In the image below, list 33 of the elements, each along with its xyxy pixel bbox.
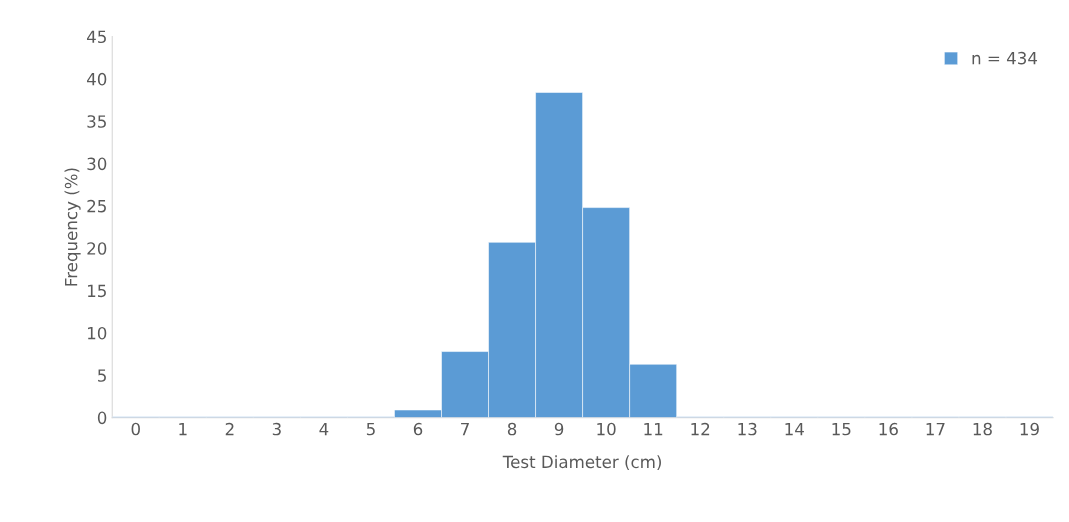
- y-tick-label: 15: [88, 284, 106, 298]
- y-tick-label: 0: [97, 411, 107, 425]
- x-tick-label: 12: [691, 422, 710, 436]
- y-tick-label: 5: [98, 369, 106, 382]
- y-tick-label: 40: [86, 72, 107, 86]
- x-tick-label: 3: [272, 422, 281, 436]
- legend-label: n = 434: [972, 51, 1038, 65]
- x-tick-label: 19: [1020, 422, 1039, 436]
- x-tick-label: 15: [832, 422, 851, 436]
- x-tick-label: 18: [973, 422, 992, 436]
- x-tick-label: 2: [225, 422, 234, 436]
- x-tick-label: 9: [554, 422, 564, 436]
- x-tick-label: 14: [785, 422, 804, 436]
- x-tick-label: 1: [179, 422, 187, 436]
- x-axis-title: Test Diameter (cm): [502, 455, 661, 471]
- y-tick-label: 25: [87, 199, 106, 213]
- x-tick-label: 4: [319, 422, 329, 436]
- x-tick-label: 10: [597, 422, 616, 436]
- x-tick-label: 8: [507, 422, 517, 436]
- x-tick-label: 5: [366, 422, 375, 436]
- y-tick-label: 10: [88, 326, 107, 340]
- y-tick-label: 30: [87, 157, 107, 171]
- x-tick-label: 17: [926, 422, 945, 436]
- y-tick-label: 45: [86, 30, 106, 44]
- y-axis-title: Frequency (%): [64, 168, 81, 286]
- x-tick-label: 6: [413, 422, 423, 436]
- x-tick-label: 11: [644, 422, 663, 436]
- x-tick-label: 13: [738, 422, 757, 436]
- x-tick-label: 0: [131, 422, 140, 436]
- y-tick-label: 20: [87, 242, 107, 255]
- y-tick-label: 35: [87, 115, 106, 128]
- x-tick-label: 16: [879, 422, 898, 436]
- x-tick-label: 7: [461, 422, 469, 436]
